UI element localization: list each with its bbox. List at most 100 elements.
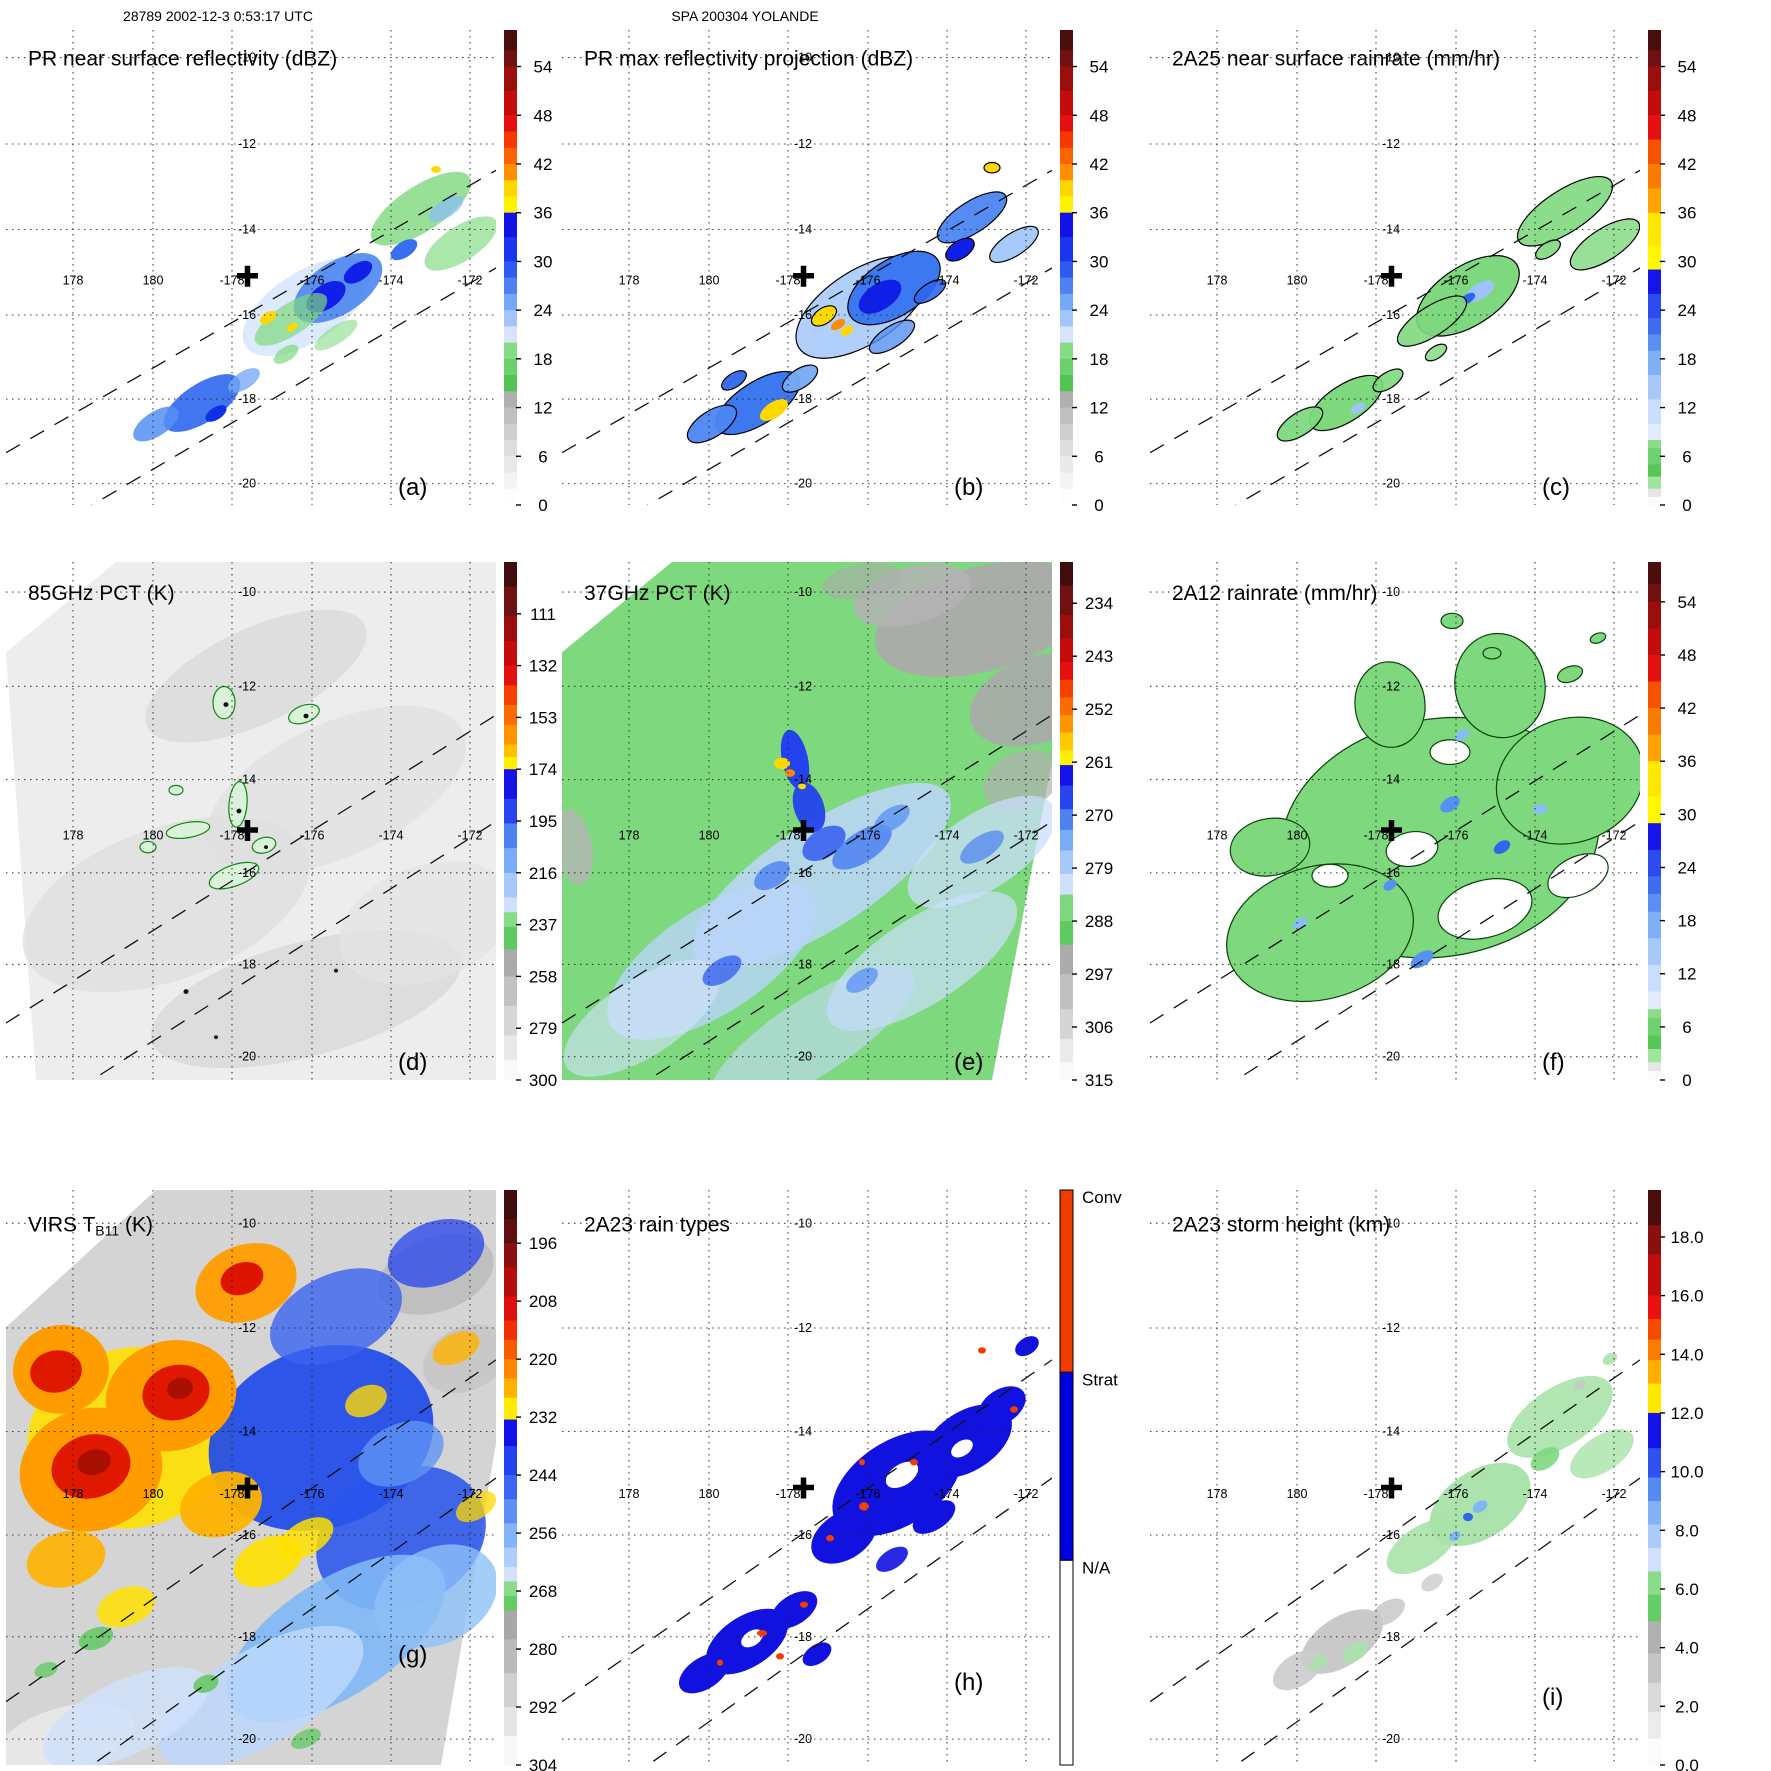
colorbar-segment xyxy=(504,976,517,1007)
colorbar-segment xyxy=(504,927,517,950)
data-blob xyxy=(1421,1573,1443,1592)
data-blob xyxy=(228,368,260,393)
swath-edge-line-lower xyxy=(1234,820,1640,1080)
data-blob xyxy=(1454,729,1470,741)
colorbar-tick-label: 24 xyxy=(1090,301,1109,320)
lat-label: -16 xyxy=(238,308,256,322)
colorbar-tick-label: 270 xyxy=(1085,806,1113,825)
colorbar-segment xyxy=(1648,681,1661,709)
swath-edge-line-upper xyxy=(1150,1359,1640,1703)
colorbar-segment xyxy=(1060,850,1073,875)
colorbar-segment xyxy=(1648,488,1661,498)
colorbar-tick-label: 216 xyxy=(529,864,557,883)
data-blob xyxy=(1350,402,1366,414)
colorbar-segment xyxy=(1648,584,1661,603)
colorbar-tick-label: 306 xyxy=(1085,1018,1113,1037)
colorbar-segment xyxy=(504,798,517,824)
data-blob xyxy=(1386,1519,1458,1575)
lat-label: -16 xyxy=(794,308,812,322)
colorbar-segment xyxy=(1648,1009,1661,1019)
colorbar-tick-label: 18.0 xyxy=(1670,1228,1703,1247)
colorbar-segment xyxy=(1060,115,1073,132)
panel-b: 178 180 -178 -176 -174 -172 -10 -12 -14 -16 -18 -20… xyxy=(562,30,1124,515)
colorbar-segment xyxy=(1060,196,1073,214)
panel-letter: (b) xyxy=(954,474,983,501)
data-blob xyxy=(912,1500,956,1534)
colorbar-segment xyxy=(504,326,517,344)
map-canvas-f: 178 180 -178 -176 -174 -172-10-12-14-16-18-20… xyxy=(1150,562,1697,1090)
colorbar-tick-label: 232 xyxy=(529,1408,557,1427)
colorbar-segment xyxy=(1648,849,1661,877)
lon-label: -176 xyxy=(855,1487,880,1501)
lon-label: 180 xyxy=(143,1487,164,1501)
data-blob xyxy=(1354,661,1426,748)
data-blob xyxy=(1410,950,1434,969)
colorbar-tick-label: 288 xyxy=(1085,912,1113,931)
colorbar-tick-label: 42 xyxy=(1678,155,1697,174)
lat-label: -20 xyxy=(1382,1050,1400,1064)
colorbar-tick-label: 54 xyxy=(534,58,553,77)
lon-label: 178 xyxy=(63,1487,84,1501)
colorbar-segment xyxy=(1648,894,1661,913)
data-blobs xyxy=(1226,612,1640,1003)
data-blob xyxy=(34,1661,58,1679)
data-blob xyxy=(1454,632,1546,739)
colorbar-segment xyxy=(1648,464,1661,478)
colorbar-segment xyxy=(1648,1738,1661,1766)
colorbar-segment xyxy=(1060,585,1073,616)
colorbar-tick-label: 42 xyxy=(1678,699,1697,718)
lat-label: -14 xyxy=(1382,223,1400,237)
panel-i: 178 180 -178 -176 -174 -172 -10 -12 -14 -16 -18 -20… xyxy=(1150,1190,1712,1771)
colorbar-segment xyxy=(504,705,517,726)
colorbar-segment xyxy=(1060,785,1073,810)
colorbar-segment xyxy=(504,66,517,92)
data-blob xyxy=(1396,295,1468,347)
plot-area xyxy=(6,1190,496,1765)
panel-c: 178 180 -178 -176 -174 -172 -10 -12 -14 -16 -18 -20… xyxy=(1150,30,1712,515)
colorbar-segment xyxy=(504,872,517,898)
lat-label: -20 xyxy=(1382,1732,1400,1746)
lon-label: 178 xyxy=(1207,274,1228,288)
colorbar: 196 208 220 232 244 256 268 280 292 304 xyxy=(504,1190,557,1771)
colorbar-segment xyxy=(1648,1254,1661,1297)
grid-labels: 178 180 -178 -176 -174 -172-10-12-14-16-18-20 xyxy=(63,51,483,491)
data-blob xyxy=(885,1461,919,1489)
data-blob xyxy=(165,821,211,840)
colorbar-segment xyxy=(1648,1653,1661,1684)
data-blob xyxy=(1493,840,1511,854)
grid-lines xyxy=(6,1190,496,1765)
panel-letter: (f) xyxy=(1542,1049,1565,1076)
lat-label: -14 xyxy=(1382,773,1400,787)
colorbar-segment xyxy=(504,616,517,642)
colorbar-tick-label: 220 xyxy=(529,1350,557,1369)
colorbar-tick-label: 279 xyxy=(529,1019,557,1038)
data-blob xyxy=(264,845,268,850)
panel-title-text: 2A23 rain types xyxy=(584,1213,730,1236)
colorbar-segment xyxy=(1648,318,1661,335)
map-canvas-b: 178 180 -178 -176 -174 -172-10-12-14-16-18-20… xyxy=(562,30,1109,515)
colorbar-segment xyxy=(1648,476,1661,490)
grid-labels: 178 180 -178 -176 -174 -172-10-12-14-16-18-20 xyxy=(63,585,483,1064)
lat-label: -14 xyxy=(238,223,256,237)
colorbar-tick-label: 24 xyxy=(534,301,553,320)
data-blob xyxy=(1535,239,1561,260)
data-blob xyxy=(960,830,1004,864)
colorbar-segment xyxy=(504,375,517,392)
data-blob xyxy=(1589,632,1607,644)
storm-id-header: SPA 200304 YOLANDE xyxy=(671,8,819,24)
plot-area xyxy=(1150,169,1640,505)
lon-label: -172 xyxy=(1601,274,1626,288)
swath-edge-line-lower xyxy=(646,267,1052,505)
colorbar-segment xyxy=(504,30,517,51)
colorbar-tick-label: 48 xyxy=(1090,106,1109,125)
colorbar-segment xyxy=(1648,350,1661,376)
lon-label: 180 xyxy=(143,829,164,843)
lat-label: -18 xyxy=(1382,392,1400,406)
swath-edge-line-upper xyxy=(562,1359,1052,1703)
colorbar-tick-label: 208 xyxy=(529,1292,557,1311)
colorbar-segment xyxy=(1060,50,1073,68)
grid-lines xyxy=(6,30,496,505)
colorbar-segment xyxy=(1060,974,1073,1010)
colorbar-segment xyxy=(504,1595,517,1611)
colorbar-segment xyxy=(1648,1071,1661,1081)
